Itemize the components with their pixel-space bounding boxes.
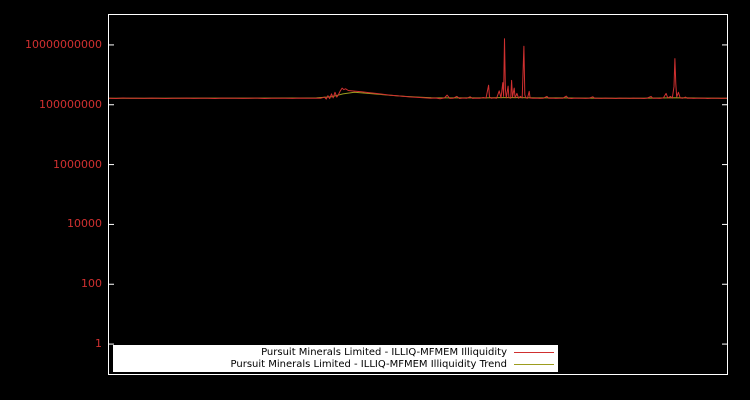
- legend-line-sample-illiquidity: [514, 352, 554, 353]
- y-tick-label: 1000000: [53, 157, 102, 171]
- y-axis-tick-labels: 1 100 10000 1000000 100000000 10000000000: [0, 15, 102, 374]
- plot-area: [108, 14, 728, 375]
- y-tick-label: 10000: [67, 217, 102, 231]
- y-tick-label: 100000000: [39, 97, 102, 111]
- legend-label-illiquidity: Pursuit Minerals Limited - ILLIQ-MFMEM I…: [261, 347, 507, 358]
- legend-row-illiquidity-trend: Pursuit Minerals Limited - ILLIQ-MFMEM I…: [117, 359, 554, 370]
- series-line-0: [109, 38, 727, 100]
- y-tick-label: 10000000000: [25, 37, 102, 51]
- y-tick-label: 100: [81, 277, 102, 291]
- legend-row-illiquidity: Pursuit Minerals Limited - ILLIQ-MFMEM I…: [117, 347, 554, 358]
- legend-line-sample-illiquidity-trend: [514, 364, 554, 365]
- chart-canvas: [109, 38, 727, 345]
- y-tick-label: 1: [95, 337, 102, 351]
- legend: Pursuit Minerals Limited - ILLIQ-MFMEM I…: [113, 345, 558, 372]
- legend-label-illiquidity-trend: Pursuit Minerals Limited - ILLIQ-MFMEM I…: [230, 359, 507, 370]
